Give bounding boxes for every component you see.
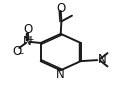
Text: O: O xyxy=(23,23,32,36)
Text: +: + xyxy=(27,35,34,43)
Text: N: N xyxy=(56,68,65,81)
Text: O: O xyxy=(56,2,65,15)
Text: −: − xyxy=(17,49,23,58)
Text: N: N xyxy=(23,35,32,48)
Text: O: O xyxy=(12,45,21,58)
Text: N: N xyxy=(98,53,107,66)
